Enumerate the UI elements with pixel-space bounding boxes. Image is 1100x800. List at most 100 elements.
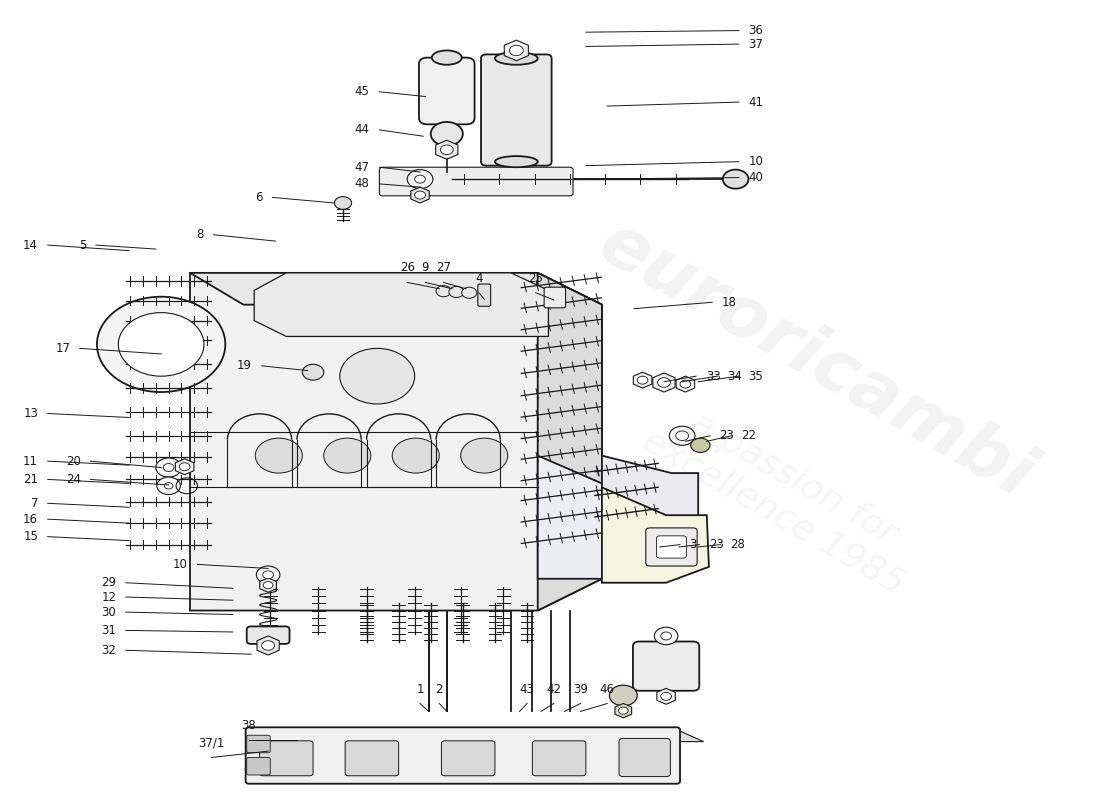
Circle shape <box>461 438 508 473</box>
Circle shape <box>680 380 691 388</box>
Text: 24: 24 <box>66 473 81 486</box>
Text: 37: 37 <box>748 38 763 50</box>
Text: 4: 4 <box>475 272 483 285</box>
FancyBboxPatch shape <box>619 738 670 777</box>
Circle shape <box>97 297 226 392</box>
Circle shape <box>415 175 426 183</box>
FancyBboxPatch shape <box>532 741 586 776</box>
Text: euroricambi: euroricambi <box>586 208 1045 513</box>
Circle shape <box>407 170 433 189</box>
Circle shape <box>263 582 273 589</box>
Circle shape <box>436 286 451 297</box>
Text: 25: 25 <box>528 272 543 285</box>
Text: 10: 10 <box>173 558 188 571</box>
Circle shape <box>661 632 671 640</box>
Polygon shape <box>657 688 675 704</box>
Circle shape <box>262 641 275 650</box>
Text: 17: 17 <box>55 342 70 355</box>
Polygon shape <box>190 273 602 610</box>
Circle shape <box>156 458 182 477</box>
Polygon shape <box>249 730 704 742</box>
Polygon shape <box>260 578 276 592</box>
Text: 45: 45 <box>355 86 370 98</box>
Text: 44: 44 <box>354 123 370 136</box>
Polygon shape <box>653 373 675 392</box>
Circle shape <box>340 348 415 404</box>
Polygon shape <box>615 703 631 718</box>
Text: 40: 40 <box>748 171 763 184</box>
Text: 12: 12 <box>101 590 117 603</box>
Circle shape <box>669 426 695 446</box>
Circle shape <box>440 145 453 154</box>
Text: 15: 15 <box>23 530 38 543</box>
Text: 6: 6 <box>255 191 263 204</box>
Text: 46: 46 <box>600 682 615 695</box>
Polygon shape <box>504 40 528 61</box>
Text: 48: 48 <box>355 178 370 190</box>
Circle shape <box>658 378 670 387</box>
Circle shape <box>637 376 648 384</box>
Circle shape <box>449 286 464 298</box>
Polygon shape <box>175 458 194 474</box>
Polygon shape <box>602 487 708 582</box>
FancyBboxPatch shape <box>419 58 474 124</box>
Text: 42: 42 <box>547 682 561 695</box>
FancyBboxPatch shape <box>345 741 398 776</box>
Text: 3: 3 <box>690 538 697 551</box>
Circle shape <box>163 463 174 471</box>
Circle shape <box>334 197 352 210</box>
FancyBboxPatch shape <box>481 54 551 166</box>
Text: 20: 20 <box>66 454 81 468</box>
Polygon shape <box>410 187 429 203</box>
Text: 39: 39 <box>573 682 588 695</box>
Text: 32: 32 <box>101 644 117 657</box>
Text: 28: 28 <box>730 538 745 551</box>
Polygon shape <box>436 140 458 159</box>
Polygon shape <box>538 273 602 610</box>
Circle shape <box>119 313 204 376</box>
FancyBboxPatch shape <box>379 167 573 196</box>
Polygon shape <box>676 376 694 392</box>
Text: 41: 41 <box>748 95 763 109</box>
FancyBboxPatch shape <box>477 284 491 306</box>
Text: 23: 23 <box>719 430 735 442</box>
Text: 11: 11 <box>23 454 38 468</box>
Circle shape <box>654 627 678 645</box>
Text: 26: 26 <box>399 262 415 274</box>
Circle shape <box>393 438 439 473</box>
Circle shape <box>723 170 748 189</box>
Text: 21: 21 <box>23 473 38 486</box>
Circle shape <box>431 122 463 146</box>
Circle shape <box>323 438 371 473</box>
Circle shape <box>256 566 279 583</box>
Text: 27: 27 <box>436 262 451 274</box>
Text: 34: 34 <box>727 370 742 382</box>
Text: 37/1: 37/1 <box>198 737 224 750</box>
Circle shape <box>164 482 173 489</box>
FancyBboxPatch shape <box>246 735 271 753</box>
Text: 29: 29 <box>101 576 117 590</box>
Circle shape <box>509 46 524 56</box>
Circle shape <box>661 692 671 700</box>
Text: 14: 14 <box>23 238 38 251</box>
Polygon shape <box>190 273 602 305</box>
Text: 1: 1 <box>416 682 424 695</box>
FancyBboxPatch shape <box>544 287 565 308</box>
FancyBboxPatch shape <box>441 741 495 776</box>
Text: 10: 10 <box>748 155 763 168</box>
Text: 36: 36 <box>748 24 763 37</box>
Text: 5: 5 <box>79 238 86 251</box>
Polygon shape <box>257 636 279 655</box>
Polygon shape <box>602 456 698 539</box>
Text: 23: 23 <box>708 538 724 551</box>
Polygon shape <box>254 273 549 337</box>
FancyBboxPatch shape <box>245 727 680 784</box>
FancyBboxPatch shape <box>246 758 271 775</box>
Text: 33: 33 <box>706 370 721 382</box>
Ellipse shape <box>495 156 538 167</box>
Circle shape <box>691 438 710 453</box>
Text: 47: 47 <box>354 161 370 174</box>
Text: 30: 30 <box>101 606 117 618</box>
Ellipse shape <box>432 50 462 65</box>
Text: 22: 22 <box>741 430 756 442</box>
